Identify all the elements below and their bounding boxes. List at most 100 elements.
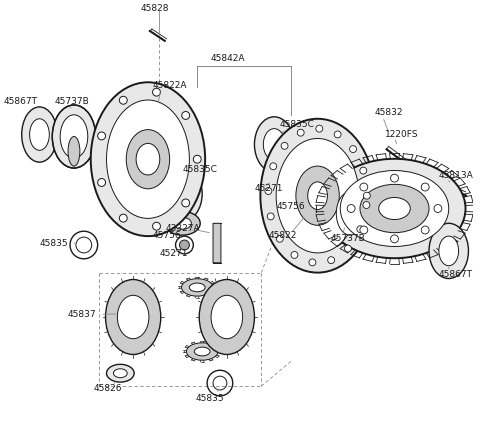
- Ellipse shape: [22, 107, 57, 162]
- Ellipse shape: [68, 136, 80, 166]
- Text: 45826: 45826: [94, 385, 122, 393]
- Ellipse shape: [340, 171, 449, 246]
- Ellipse shape: [126, 130, 169, 189]
- Ellipse shape: [163, 166, 202, 222]
- Circle shape: [182, 112, 190, 120]
- Circle shape: [345, 245, 351, 252]
- Ellipse shape: [308, 182, 327, 210]
- Ellipse shape: [282, 190, 300, 202]
- Text: 45835C: 45835C: [182, 164, 217, 174]
- Circle shape: [267, 168, 285, 186]
- Circle shape: [316, 125, 323, 132]
- Circle shape: [281, 142, 288, 149]
- Circle shape: [328, 256, 335, 264]
- FancyBboxPatch shape: [213, 223, 221, 263]
- Ellipse shape: [118, 295, 149, 339]
- Circle shape: [363, 202, 370, 209]
- Ellipse shape: [439, 236, 458, 266]
- Text: 45756: 45756: [153, 231, 181, 240]
- Circle shape: [360, 183, 368, 191]
- Text: 45842A: 45842A: [210, 54, 245, 63]
- Circle shape: [153, 222, 160, 230]
- Ellipse shape: [181, 279, 213, 296]
- Text: 45867T: 45867T: [439, 270, 473, 279]
- Ellipse shape: [52, 105, 96, 168]
- Circle shape: [434, 205, 442, 213]
- Circle shape: [391, 235, 398, 243]
- Text: 45822: 45822: [268, 231, 297, 240]
- Ellipse shape: [194, 347, 210, 356]
- Ellipse shape: [30, 119, 49, 150]
- Text: 45835C: 45835C: [279, 120, 314, 129]
- Ellipse shape: [379, 198, 410, 220]
- Circle shape: [363, 192, 371, 199]
- Circle shape: [97, 179, 106, 187]
- Ellipse shape: [106, 280, 161, 354]
- Circle shape: [193, 155, 201, 163]
- Text: 45737B: 45737B: [54, 97, 89, 105]
- Circle shape: [334, 131, 341, 138]
- Ellipse shape: [211, 295, 242, 339]
- Circle shape: [421, 226, 429, 234]
- Ellipse shape: [113, 369, 127, 377]
- Ellipse shape: [60, 115, 88, 158]
- Circle shape: [347, 205, 355, 213]
- Circle shape: [180, 240, 189, 250]
- Ellipse shape: [260, 119, 375, 272]
- Text: 45832: 45832: [375, 109, 403, 117]
- Text: 45813A: 45813A: [439, 171, 474, 180]
- Ellipse shape: [328, 182, 372, 245]
- Circle shape: [421, 183, 429, 191]
- Circle shape: [349, 146, 357, 152]
- Text: 45756: 45756: [276, 202, 305, 211]
- Text: 45837: 45837: [67, 310, 96, 319]
- Text: 45271: 45271: [254, 184, 283, 193]
- Text: 45737B: 45737B: [330, 233, 365, 243]
- Ellipse shape: [264, 128, 285, 160]
- Text: 45835: 45835: [39, 238, 68, 248]
- Circle shape: [97, 132, 106, 140]
- Circle shape: [357, 226, 364, 233]
- Circle shape: [276, 235, 283, 242]
- Ellipse shape: [174, 218, 192, 229]
- Circle shape: [309, 259, 316, 266]
- Ellipse shape: [336, 192, 364, 235]
- Circle shape: [267, 213, 274, 220]
- Circle shape: [270, 163, 276, 170]
- Ellipse shape: [360, 184, 429, 233]
- Text: 45271: 45271: [160, 249, 188, 258]
- Ellipse shape: [91, 82, 205, 236]
- Ellipse shape: [107, 100, 189, 218]
- Ellipse shape: [98, 132, 119, 167]
- Ellipse shape: [165, 211, 200, 235]
- Text: 45835: 45835: [196, 394, 224, 404]
- Ellipse shape: [324, 159, 466, 258]
- Text: 45828: 45828: [141, 4, 169, 13]
- Ellipse shape: [254, 117, 294, 172]
- Ellipse shape: [107, 364, 134, 382]
- Ellipse shape: [199, 280, 254, 354]
- Circle shape: [291, 252, 298, 258]
- Text: 45867T: 45867T: [4, 97, 38, 105]
- Ellipse shape: [172, 178, 193, 210]
- Circle shape: [360, 167, 367, 174]
- Ellipse shape: [273, 184, 309, 207]
- Circle shape: [153, 88, 160, 96]
- Ellipse shape: [276, 139, 359, 253]
- Circle shape: [120, 96, 127, 104]
- Ellipse shape: [189, 283, 205, 292]
- Circle shape: [271, 172, 281, 182]
- Circle shape: [182, 199, 190, 207]
- Circle shape: [265, 187, 272, 194]
- Circle shape: [360, 226, 368, 234]
- Circle shape: [120, 214, 127, 222]
- Circle shape: [391, 174, 398, 182]
- Circle shape: [297, 129, 304, 136]
- Text: 1220FS: 1220FS: [384, 130, 418, 139]
- Circle shape: [176, 236, 193, 254]
- Text: 43327A: 43327A: [166, 224, 200, 233]
- Text: 45822A: 45822A: [153, 81, 187, 90]
- Ellipse shape: [186, 343, 218, 360]
- Ellipse shape: [136, 144, 160, 175]
- Ellipse shape: [429, 223, 468, 279]
